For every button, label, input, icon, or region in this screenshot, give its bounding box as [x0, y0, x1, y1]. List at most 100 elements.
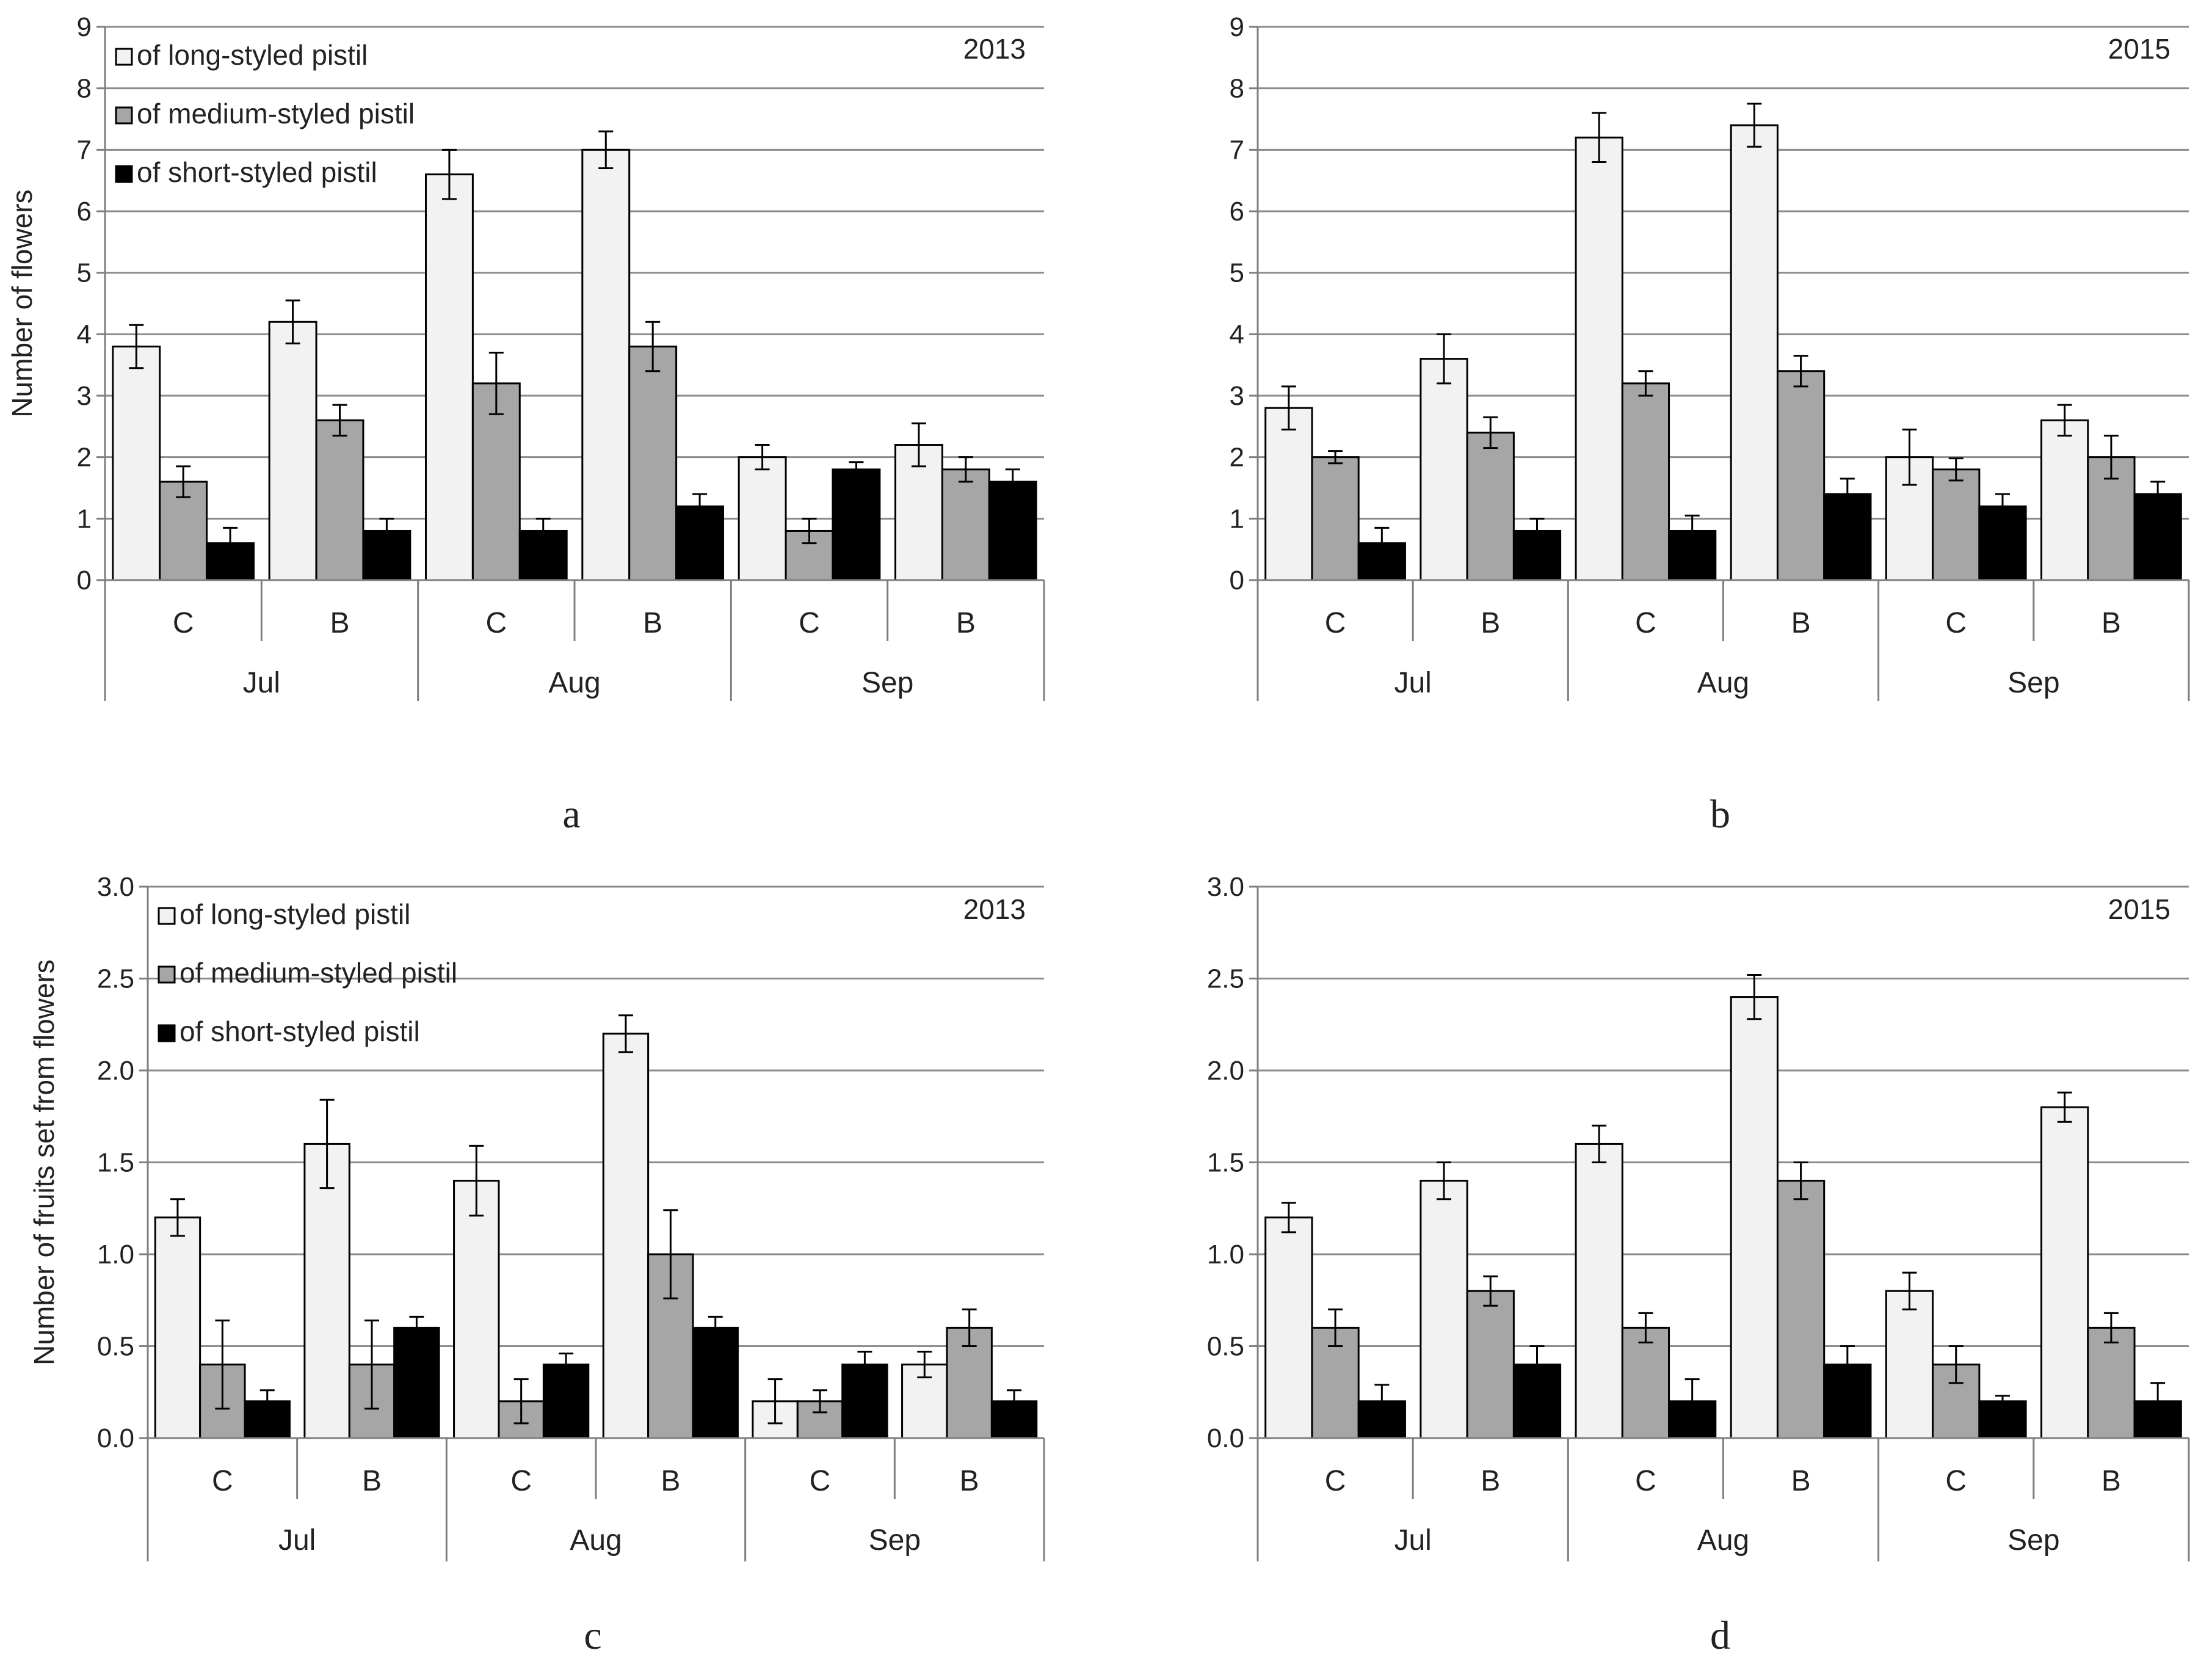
bar-short	[393, 1326, 440, 1439]
legend-swatch	[158, 1024, 176, 1042]
bar-long	[1575, 136, 1623, 581]
x-month-label: Jul	[1394, 1524, 1431, 1557]
x-category-label: C	[1635, 1465, 1656, 1497]
bar-short	[2133, 493, 2182, 581]
x-month-label: Aug	[570, 1524, 622, 1557]
y-tick-label: 1	[77, 504, 92, 534]
legend-swatch	[158, 907, 176, 925]
year-label: 2013	[963, 893, 1026, 925]
x-month-label: Sep	[861, 667, 913, 699]
legend: of long-styled pistil of medium-styled pi…	[115, 39, 415, 188]
legend-label: of long-styled pistil	[179, 898, 410, 930]
x-category-label: C	[810, 1465, 831, 1497]
legend-label: of long-styled pistil	[137, 39, 368, 71]
x-category-label: B	[362, 1465, 382, 1497]
bar-long	[2040, 419, 2089, 581]
y-tick-label: 6	[77, 197, 92, 227]
y-tick-label: 8	[77, 74, 92, 104]
x-category-label: B	[643, 607, 662, 639]
y-tick-label: 8	[1230, 74, 1244, 104]
legend-label: of short-styled pistil	[179, 1015, 420, 1047]
bar-medium	[628, 345, 678, 581]
bar-long	[1420, 1180, 1468, 1439]
bar-medium	[1776, 370, 1826, 581]
y-tick-label: 9	[1230, 12, 1244, 42]
bar-medium	[1621, 382, 1670, 581]
bar-long	[1885, 1290, 1934, 1439]
bar-short	[832, 468, 881, 581]
y-tick-label: 3	[1230, 381, 1244, 411]
y-tick-label: 3.0	[97, 872, 134, 902]
y-tick-label: 0.5	[97, 1332, 134, 1362]
x-month-label: Aug	[1697, 667, 1749, 699]
x-category-label: C	[1635, 607, 1656, 639]
x-category-label: C	[1325, 607, 1346, 639]
y-tick-label: 1	[1230, 504, 1244, 534]
y-tick-label: 9	[77, 12, 92, 42]
legend: of long-styled pistil of medium-styled pi…	[158, 898, 457, 1047]
y-tick-label: 3.0	[1207, 872, 1244, 902]
legend-swatch	[115, 48, 133, 66]
y-tick-label: 0.5	[1207, 1332, 1244, 1362]
bar-short	[518, 529, 568, 581]
bar-long	[2040, 1106, 2089, 1439]
y-tick-label: 2.5	[97, 964, 134, 994]
y-tick-label: 0.0	[1207, 1423, 1244, 1453]
y-tick-label: 0	[1230, 565, 1244, 595]
legend-label: of medium-styled pistil	[137, 98, 415, 129]
x-category-label: B	[330, 607, 349, 639]
x-month-label: Jul	[243, 667, 280, 699]
bar-short	[692, 1326, 739, 1439]
year-label: 2013	[963, 33, 1026, 65]
x-category-label: B	[2101, 1465, 2121, 1497]
bar-medium	[159, 481, 208, 581]
y-tick-label: 2	[1230, 443, 1244, 473]
bar-medium	[2087, 1326, 2136, 1439]
x-category-label: C	[173, 607, 194, 639]
x-category-label: B	[1791, 607, 1811, 639]
bar-long	[1575, 1143, 1623, 1439]
x-category-label: C	[1945, 1465, 1967, 1497]
bar-long	[581, 148, 631, 581]
y-tick-label: 2.0	[1207, 1056, 1244, 1086]
x-month-label: Jul	[1394, 667, 1431, 699]
y-tick-label: 5	[1230, 258, 1244, 288]
y-tick-label: 1.0	[1207, 1240, 1244, 1270]
bar-long	[1730, 124, 1779, 581]
bar-long	[424, 173, 474, 581]
bar-medium	[1466, 1290, 1515, 1439]
x-category-label: B	[1481, 1465, 1500, 1497]
legend-swatch	[115, 106, 133, 125]
y-tick-label: 1.0	[97, 1240, 134, 1270]
y-tick-label: 2.0	[97, 1056, 134, 1086]
panel-label: a	[562, 792, 580, 837]
y-axis-label: Number of fruits set from flowers	[28, 959, 60, 1365]
y-tick-label: 5	[77, 258, 92, 288]
legend-label: of short-styled pistil	[137, 156, 377, 188]
x-month-label: Jul	[278, 1524, 316, 1557]
y-tick-label: 6	[1230, 197, 1244, 227]
x-month-label: Sep	[869, 1524, 921, 1557]
bar-long	[1420, 358, 1468, 581]
y-axis-label: Number of flowers	[6, 189, 38, 417]
bar-medium	[1932, 468, 1981, 581]
y-tick-label: 1.5	[97, 1148, 134, 1178]
x-category-label: B	[960, 1465, 979, 1497]
legend-swatch	[158, 965, 176, 984]
x-category-label: C	[212, 1465, 233, 1497]
bar-short	[988, 481, 1037, 581]
x-category-label: C	[485, 607, 507, 639]
x-category-label: C	[1945, 607, 1967, 639]
x-month-label: Sep	[2007, 667, 2059, 699]
bar-medium	[1466, 431, 1515, 581]
chart-panel-d: 0.0 0.5 1.0 1.5 2.0 2.5 3.0 C B C B C B Jul Aug Sep 2015…	[1207, 872, 2190, 1658]
bar-long	[1264, 407, 1313, 581]
x-category-label: C	[1325, 1465, 1346, 1497]
legend-label: of medium-styled pistil	[179, 957, 457, 989]
y-tick-label: 0.0	[97, 1423, 134, 1453]
bar-medium	[1311, 456, 1360, 581]
chart-panel-c: 0.0 0.5 1.0 1.5 2.0 2.5 3.0 C B C B C B Jul Aug Sep 2013…	[28, 872, 1045, 1658]
bar-short	[542, 1364, 590, 1439]
panel-label: b	[1710, 792, 1730, 837]
